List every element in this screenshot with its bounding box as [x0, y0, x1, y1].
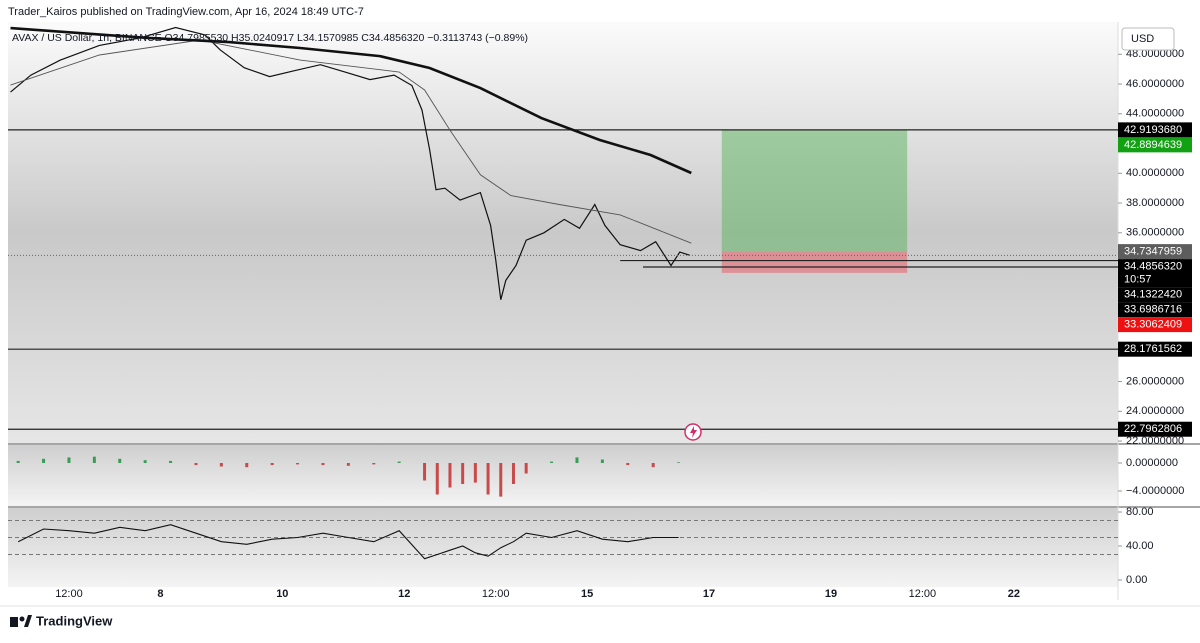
rsi-pane [8, 508, 1118, 587]
y-tick-label: 22.0000000 [1126, 435, 1184, 447]
histogram-bar [270, 462, 274, 466]
histogram-bar [626, 462, 630, 466]
price-label-bg [1118, 259, 1192, 288]
footer-brand: TradingView [36, 613, 113, 628]
y-tick-label: 24.0000000 [1126, 405, 1184, 417]
histogram-bar [118, 458, 122, 463]
histogram-bar [42, 458, 46, 463]
histogram-bar [245, 462, 249, 468]
y-tick-label: 48.0000000 [1126, 48, 1184, 60]
currency-box[interactable] [1121, 27, 1175, 51]
x-tick-label: 22 [1008, 588, 1020, 600]
price-label-bg [1118, 421, 1192, 437]
profit-zone [721, 130, 908, 252]
price-label-bg [1118, 137, 1192, 153]
countdown: 10:57 [1124, 274, 1152, 286]
y-tick-label: 0.00 [1126, 574, 1147, 586]
y-tick-label: 0.0000000 [1126, 457, 1178, 469]
x-tick-label: 17 [703, 588, 715, 600]
histogram-bar [486, 462, 490, 495]
histogram-bar [550, 461, 554, 463]
histogram-bar [575, 457, 579, 463]
x-tick-label: 12:00 [482, 588, 510, 600]
histogram-bar [372, 462, 376, 465]
histogram-bar [423, 462, 427, 481]
price-label-bg [1118, 341, 1192, 357]
histogram-bar [651, 462, 655, 468]
y-tick-label: 40.00 [1126, 540, 1154, 552]
histogram-bar [219, 462, 223, 467]
price-label: 34.7347959 [1124, 246, 1182, 258]
price-label: 22.7962806 [1124, 423, 1182, 435]
y-tick-label: 26.0000000 [1126, 375, 1184, 387]
price-line [10, 39, 692, 244]
price-label: 33.6986716 [1124, 304, 1182, 316]
histogram-bar [511, 462, 515, 484]
histogram-bar [461, 462, 465, 484]
histogram-bar [499, 462, 503, 497]
price-label-bg [1118, 287, 1192, 303]
histogram-bar [143, 460, 147, 463]
macd-pane [8, 445, 1118, 506]
histogram-bar [321, 462, 325, 466]
histogram-bar [473, 462, 477, 483]
price-label: 42.8894639 [1124, 139, 1182, 151]
histogram-bar [194, 462, 198, 466]
price-label-bg [1118, 244, 1192, 260]
x-tick-label: 12 [398, 588, 410, 600]
y-tick-label: 38.0000000 [1126, 197, 1184, 209]
x-tick-label: 12:00 [909, 588, 937, 600]
price-label: 28.1761562 [1124, 343, 1182, 355]
histogram-bar [16, 460, 20, 463]
histogram-bar [92, 456, 96, 463]
histogram-bar [169, 460, 173, 463]
price-line [17, 524, 679, 560]
main-pane [8, 22, 1118, 443]
price-label: 34.4856320 [1124, 261, 1182, 273]
histogram-bar [346, 462, 350, 466]
x-tick-label: 19 [825, 588, 837, 600]
x-tick-label: 8 [157, 588, 163, 600]
tradingview-logo [10, 615, 32, 627]
y-tick-label: 44.0000000 [1126, 108, 1184, 120]
x-tick-label: 10 [276, 588, 288, 600]
histogram-bar [397, 461, 401, 463]
y-tick-label: 40.0000000 [1126, 167, 1184, 179]
histogram-bar [448, 462, 452, 488]
histogram-bar [67, 457, 71, 463]
histogram-bar [296, 462, 300, 465]
histogram-bar [524, 462, 528, 474]
y-tick-label: −4.0000000 [1126, 485, 1184, 497]
y-tick-label: 36.0000000 [1126, 227, 1184, 239]
price-label-bg [1118, 122, 1192, 138]
plot-area [8, 26, 1118, 560]
price-line [10, 26, 692, 175]
axis-area: 22.000000024.000000026.000000028.0000000… [1118, 48, 1192, 586]
histogram-bar [600, 459, 604, 463]
alert-icon[interactable] [684, 423, 702, 441]
price-label: 42.9193680 [1124, 124, 1182, 136]
loss-zone [721, 251, 908, 273]
x-tick-label: 15 [581, 588, 593, 600]
y-tick-label: 46.0000000 [1126, 78, 1184, 90]
price-label-bg [1118, 317, 1192, 333]
symbol-legend: AVAX / US Dollar, 1h, BINANCE O34.798553… [12, 32, 528, 44]
histogram-bar [677, 462, 681, 463]
price-label: 34.1322420 [1124, 289, 1182, 301]
y-tick-label: 80.00 [1126, 506, 1154, 518]
price-label: 33.3062409 [1124, 319, 1182, 331]
currency: USD [1131, 33, 1154, 45]
histogram-bar [435, 462, 439, 495]
publisher-header: Trader_Kairos published on TradingView.c… [8, 6, 364, 18]
x-tick-label: 12:00 [55, 588, 83, 600]
price-label-bg [1118, 302, 1192, 318]
